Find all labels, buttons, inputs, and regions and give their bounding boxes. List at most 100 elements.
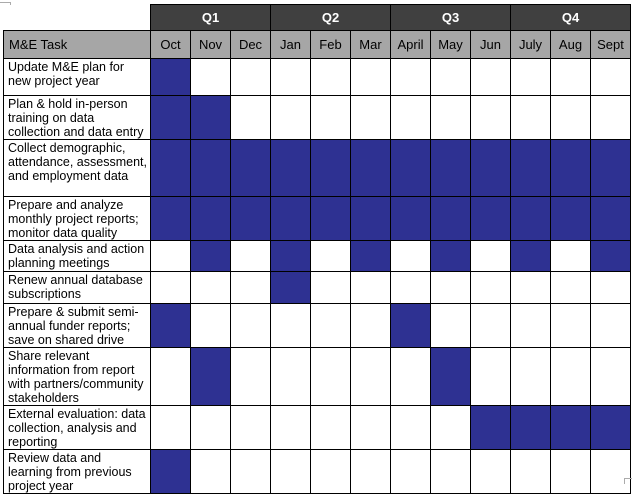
task-label[interactable]: Prepare & submit semi-annual funder repo… — [3, 303, 151, 348]
gantt-cell-filled[interactable] — [270, 196, 311, 241]
gantt-cell-filled[interactable] — [190, 240, 231, 272]
gantt-cell-empty[interactable] — [230, 95, 271, 140]
gantt-cell-filled[interactable] — [430, 139, 471, 197]
gantt-cell-filled[interactable] — [470, 405, 511, 450]
gantt-cell-empty[interactable] — [470, 271, 511, 304]
gantt-cell-filled[interactable] — [190, 139, 231, 197]
gantt-cell-filled[interactable] — [230, 196, 271, 241]
gantt-cell-empty[interactable] — [470, 95, 511, 140]
gantt-cell-empty[interactable] — [270, 303, 311, 348]
task-label[interactable]: Prepare and analyze monthly project repo… — [3, 196, 151, 241]
gantt-cell-empty[interactable] — [150, 240, 191, 272]
gantt-cell-empty[interactable] — [390, 58, 431, 96]
gantt-cell-empty[interactable] — [310, 58, 351, 96]
quarter-header[interactable]: Q4 — [510, 4, 631, 31]
gantt-cell-empty[interactable] — [470, 240, 511, 272]
gantt-cell-empty[interactable] — [310, 240, 351, 272]
month-header[interactable]: Aug — [550, 30, 591, 59]
task-label[interactable]: Data analysis and action planning meetin… — [3, 240, 151, 272]
gantt-cell-empty[interactable] — [510, 347, 551, 406]
gantt-cell-empty[interactable] — [510, 58, 551, 96]
gantt-cell-empty[interactable] — [350, 405, 391, 450]
gantt-cell-filled[interactable] — [590, 196, 631, 241]
quarter-header[interactable]: Q2 — [270, 4, 391, 31]
gantt-cell-empty[interactable] — [230, 58, 271, 96]
gantt-cell-filled[interactable] — [590, 139, 631, 197]
gantt-cell-filled[interactable] — [550, 405, 591, 450]
gantt-cell-empty[interactable] — [310, 95, 351, 140]
gantt-cell-empty[interactable] — [430, 58, 471, 96]
gantt-cell-empty[interactable] — [310, 347, 351, 406]
gantt-cell-empty[interactable] — [590, 58, 631, 96]
gantt-cell-filled[interactable] — [430, 196, 471, 241]
gantt-cell-empty[interactable] — [270, 347, 311, 406]
gantt-cell-filled[interactable] — [430, 347, 471, 406]
gantt-cell-filled[interactable] — [350, 240, 391, 272]
quarter-header[interactable]: Q3 — [390, 4, 511, 31]
gantt-cell-empty[interactable] — [550, 347, 591, 406]
gantt-cell-empty[interactable] — [590, 95, 631, 140]
gantt-cell-empty[interactable] — [390, 271, 431, 304]
gantt-cell-empty[interactable] — [190, 303, 231, 348]
gantt-cell-filled[interactable] — [190, 196, 231, 241]
gantt-cell-filled[interactable] — [310, 196, 351, 241]
gantt-cell-filled[interactable] — [150, 196, 191, 241]
gantt-cell-empty[interactable] — [590, 303, 631, 348]
gantt-cell-filled[interactable] — [470, 196, 511, 241]
gantt-cell-empty[interactable] — [230, 303, 271, 348]
gantt-cell-empty[interactable] — [550, 271, 591, 304]
gantt-cell-empty[interactable] — [150, 347, 191, 406]
gantt-cell-empty[interactable] — [230, 347, 271, 406]
gantt-cell-empty[interactable] — [190, 405, 231, 450]
month-header[interactable]: Jun — [470, 30, 511, 59]
gantt-cell-filled[interactable] — [390, 196, 431, 241]
gantt-cell-filled[interactable] — [390, 303, 431, 348]
gantt-cell-filled[interactable] — [270, 240, 311, 272]
gantt-cell-empty[interactable] — [150, 271, 191, 304]
month-header[interactable]: Oct — [150, 30, 191, 59]
gantt-cell-filled[interactable] — [270, 271, 311, 304]
month-header[interactable]: Nov — [190, 30, 231, 59]
gantt-cell-empty[interactable] — [310, 303, 351, 348]
month-header[interactable]: Sept — [590, 30, 631, 59]
gantt-cell-empty[interactable] — [430, 405, 471, 450]
gantt-cell-empty[interactable] — [350, 95, 391, 140]
gantt-cell-empty[interactable] — [230, 271, 271, 304]
gantt-cell-empty[interactable] — [550, 303, 591, 348]
gantt-cell-empty[interactable] — [430, 95, 471, 140]
gantt-cell-empty[interactable] — [150, 405, 191, 450]
month-header[interactable]: Jan — [270, 30, 311, 59]
gantt-cell-filled[interactable] — [470, 139, 511, 197]
gantt-cell-filled[interactable] — [350, 139, 391, 197]
gantt-cell-filled[interactable] — [190, 347, 231, 406]
gantt-cell-filled[interactable] — [550, 196, 591, 241]
gantt-cell-empty[interactable] — [390, 95, 431, 140]
gantt-cell-empty[interactable] — [470, 303, 511, 348]
gantt-cell-empty[interactable] — [350, 58, 391, 96]
gantt-cell-filled[interactable] — [510, 196, 551, 241]
gantt-cell-empty[interactable] — [230, 405, 271, 450]
quarter-header[interactable]: Q1 — [150, 4, 271, 31]
gantt-cell-empty[interactable] — [230, 240, 271, 272]
gantt-cell-empty[interactable] — [430, 271, 471, 304]
gantt-cell-filled[interactable] — [590, 405, 631, 450]
month-header[interactable]: Dec — [230, 30, 271, 59]
gantt-cell-filled[interactable] — [350, 196, 391, 241]
gantt-cell-filled[interactable] — [150, 58, 191, 96]
gantt-cell-empty[interactable] — [190, 271, 231, 304]
task-label[interactable]: Update M&E plan for new project year — [3, 58, 151, 96]
month-header[interactable]: July — [510, 30, 551, 59]
gantt-cell-empty[interactable] — [350, 303, 391, 348]
gantt-cell-filled[interactable] — [430, 240, 471, 272]
gantt-cell-filled[interactable] — [150, 95, 191, 140]
gantt-cell-empty[interactable] — [270, 405, 311, 450]
task-label[interactable]: External evaluation: data collection, an… — [3, 405, 151, 450]
task-column-header[interactable]: M&E Task — [3, 30, 151, 59]
gantt-cell-empty[interactable] — [270, 58, 311, 96]
gantt-cell-empty[interactable] — [390, 405, 431, 450]
gantt-cell-filled[interactable] — [550, 139, 591, 197]
gantt-cell-empty[interactable] — [550, 58, 591, 96]
gantt-cell-empty[interactable] — [390, 240, 431, 272]
gantt-cell-filled[interactable] — [510, 240, 551, 272]
task-label[interactable]: Renew annual database subscriptions — [3, 271, 151, 304]
